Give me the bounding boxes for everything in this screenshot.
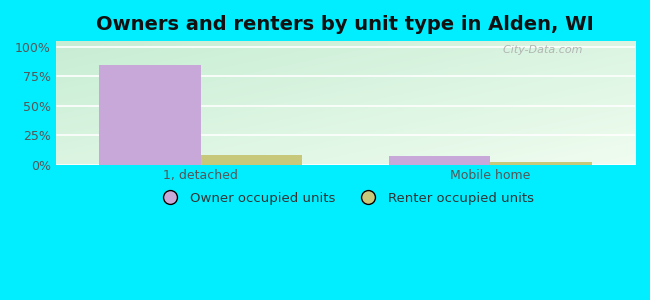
Bar <box>99 64 201 165</box>
Bar <box>201 155 302 165</box>
Title: Owners and renters by unit type in Alden, WI: Owners and renters by unit type in Alden… <box>96 15 594 34</box>
Legend: Owner occupied units, Renter occupied units: Owner occupied units, Renter occupied un… <box>151 186 540 210</box>
Text: City-Data.com: City-Data.com <box>496 45 582 55</box>
Bar <box>389 156 490 165</box>
Bar <box>490 162 592 165</box>
